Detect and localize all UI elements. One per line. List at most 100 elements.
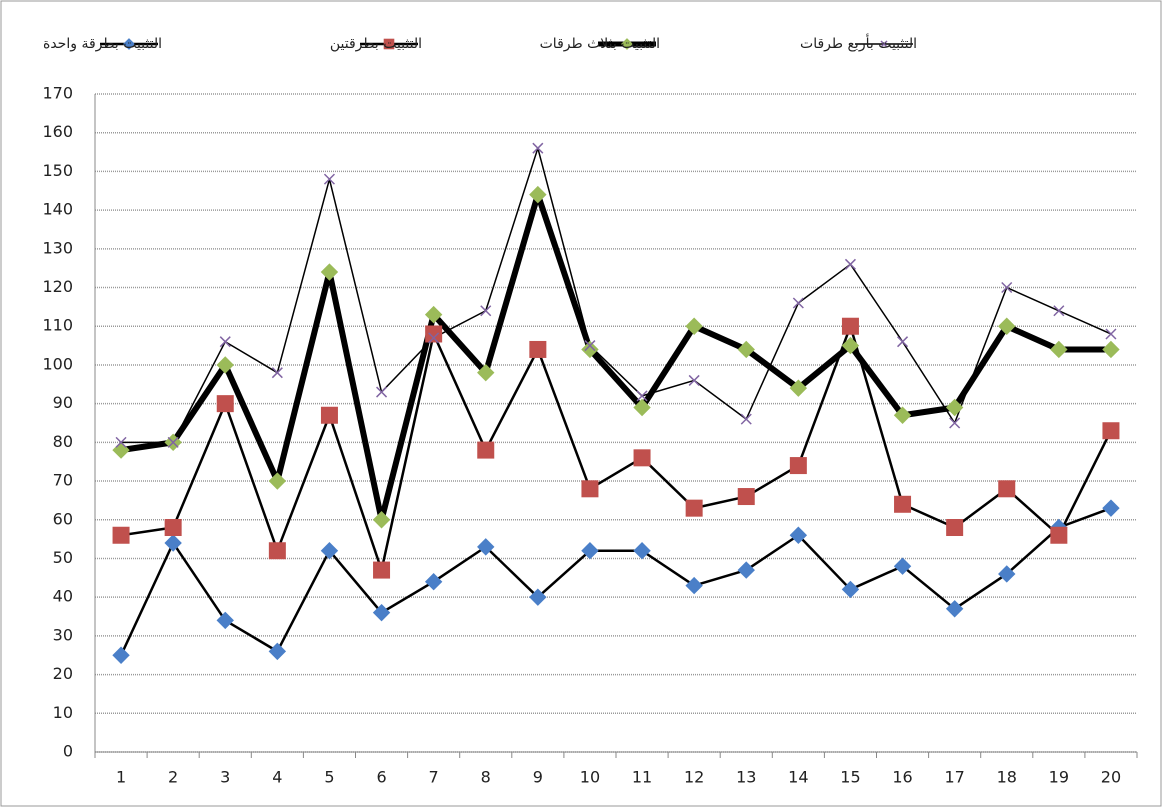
y-tick-label: 90 xyxy=(53,393,73,412)
marker xyxy=(532,142,544,154)
marker xyxy=(844,258,856,270)
legend-marker xyxy=(621,38,633,50)
marker xyxy=(792,297,804,309)
series-line xyxy=(121,147,1112,444)
marker xyxy=(841,580,860,599)
y-tick-label: 0 xyxy=(63,742,73,761)
marker xyxy=(268,542,286,560)
series-line xyxy=(120,324,1113,572)
marker xyxy=(167,436,179,448)
legend-marker xyxy=(880,40,888,48)
marker xyxy=(112,526,130,544)
marker xyxy=(949,417,961,429)
legend-label: التثبيت بأربع طرقات xyxy=(800,33,917,52)
marker xyxy=(737,561,755,579)
legend-label: التثبيت بطرقتين xyxy=(330,36,422,52)
marker xyxy=(685,576,703,595)
marker xyxy=(841,317,859,335)
marker xyxy=(268,642,287,661)
marker xyxy=(737,340,755,359)
marker xyxy=(1001,281,1013,294)
y-tick-label: 40 xyxy=(53,587,73,606)
marker xyxy=(164,534,182,552)
x-tick-label: 6 xyxy=(376,768,386,787)
marker xyxy=(1102,499,1120,517)
marker xyxy=(529,185,547,204)
y-tick-label: 150 xyxy=(42,161,73,180)
marker xyxy=(1102,340,1120,359)
x-tick-label: 19 xyxy=(1049,768,1069,787)
marker xyxy=(376,386,388,398)
x-tick-label: 2 xyxy=(168,768,178,787)
y-tick-label: 170 xyxy=(42,84,73,103)
marker xyxy=(1050,526,1068,544)
marker xyxy=(320,406,338,424)
marker xyxy=(893,557,912,575)
marker xyxy=(581,480,599,498)
marker xyxy=(372,511,391,529)
y-tick-label: 10 xyxy=(53,703,73,722)
y-tick-label: 110 xyxy=(42,316,73,335)
marker xyxy=(323,173,335,185)
y-tick-label: 70 xyxy=(53,471,73,490)
x-tick-label: 4 xyxy=(272,768,282,787)
marker xyxy=(893,406,912,424)
y-tick-label: 100 xyxy=(42,354,73,373)
x-tick-label: 8 xyxy=(481,768,491,787)
marker xyxy=(164,519,182,537)
marker xyxy=(216,611,234,630)
marker xyxy=(216,395,234,413)
marker xyxy=(268,472,287,490)
marker xyxy=(740,413,752,425)
x-tick-label: 17 xyxy=(944,768,964,787)
marker xyxy=(789,526,808,544)
marker xyxy=(480,305,492,317)
marker xyxy=(425,325,443,343)
marker xyxy=(424,305,443,324)
marker xyxy=(115,436,127,448)
marker xyxy=(271,367,283,379)
marker xyxy=(946,519,964,537)
marker xyxy=(789,457,807,475)
marker xyxy=(216,356,234,374)
marker xyxy=(998,317,1016,335)
marker xyxy=(945,600,964,618)
x-tick-label: 13 xyxy=(736,768,756,787)
y-tick-label: 20 xyxy=(53,664,73,683)
marker xyxy=(112,441,130,459)
legend-marker xyxy=(383,38,395,50)
marker xyxy=(1053,305,1065,317)
marker xyxy=(428,332,440,344)
x-tick-label: 5 xyxy=(324,768,334,787)
legend-label: التثبيت بطرقة واحدة xyxy=(43,36,162,52)
y-tick-label: 160 xyxy=(42,122,73,141)
y-tick-label: 60 xyxy=(53,509,73,528)
marker xyxy=(685,317,703,335)
x-tick-label: 15 xyxy=(840,768,860,787)
marker xyxy=(477,538,495,556)
marker xyxy=(477,441,495,459)
marker xyxy=(529,588,547,606)
x-tick-label: 18 xyxy=(997,768,1017,787)
marker xyxy=(320,542,339,560)
y-tick-label: 30 xyxy=(53,625,73,644)
marker xyxy=(529,340,547,358)
y-tick-label: 80 xyxy=(53,432,73,451)
marker xyxy=(112,646,130,664)
x-tick-label: 10 xyxy=(580,768,600,787)
y-tick-label: 50 xyxy=(53,548,73,567)
marker xyxy=(373,561,391,579)
x-tick-label: 7 xyxy=(429,768,439,787)
marker xyxy=(581,340,599,359)
marker xyxy=(998,565,1016,583)
x-tick-label: 14 xyxy=(788,768,808,787)
legend-label: التثبيت بثلاث طرقات xyxy=(540,36,660,52)
marker xyxy=(688,374,700,386)
marker xyxy=(581,542,599,560)
x-tick-label: 11 xyxy=(632,768,652,787)
marker xyxy=(737,488,755,506)
x-tick-label: 3 xyxy=(220,768,230,787)
marker xyxy=(897,336,909,348)
marker xyxy=(998,480,1016,498)
